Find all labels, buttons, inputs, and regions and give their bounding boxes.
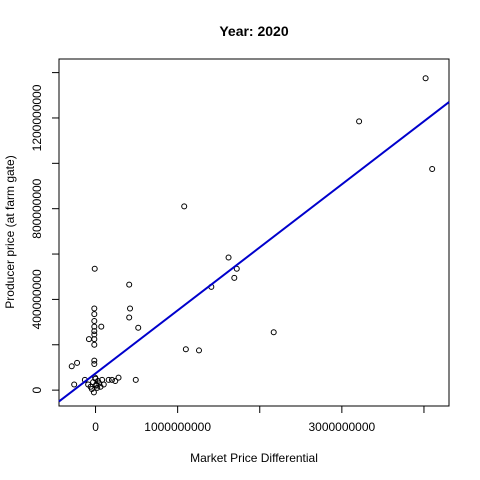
data-points xyxy=(68,75,436,396)
y-axis: 0 400000000 800000000 1200000000 xyxy=(30,72,60,393)
data-point xyxy=(231,274,238,281)
data-point xyxy=(195,347,202,354)
y-tick-label: 0 xyxy=(30,386,44,393)
data-point xyxy=(135,324,142,331)
data-point xyxy=(112,378,119,385)
data-point xyxy=(93,382,100,389)
data-point xyxy=(91,265,98,272)
data-point xyxy=(91,328,98,335)
y-tick-label: 1200000000 xyxy=(30,84,44,151)
data-point xyxy=(100,381,107,388)
regression-line xyxy=(58,101,450,403)
data-point xyxy=(90,389,97,396)
data-point xyxy=(126,281,133,288)
data-point xyxy=(429,165,436,172)
regression-line-group xyxy=(58,101,450,403)
data-point xyxy=(98,323,105,330)
data-point xyxy=(91,341,98,348)
x-axis: 0 1000000000 3000000000 xyxy=(92,405,425,434)
data-point xyxy=(115,374,122,381)
data-point xyxy=(92,375,99,382)
data-point xyxy=(91,317,98,324)
data-point xyxy=(68,363,75,370)
data-point xyxy=(127,305,134,312)
data-point xyxy=(132,376,139,383)
data-point xyxy=(91,305,98,312)
data-point xyxy=(181,203,188,210)
data-point xyxy=(91,311,98,318)
y-axis-label: Producer price (at farm gate) xyxy=(3,155,17,308)
y-tick-label: 400000000 xyxy=(30,269,44,329)
data-point xyxy=(91,361,98,368)
data-point xyxy=(105,376,112,383)
data-point xyxy=(270,329,277,336)
data-point xyxy=(108,376,115,383)
data-point xyxy=(85,336,92,343)
plot-frame xyxy=(58,58,450,407)
data-point xyxy=(74,359,81,366)
chart-title: Year: 2020 xyxy=(219,23,288,39)
data-point xyxy=(126,314,133,321)
data-point xyxy=(422,75,429,82)
x-tick-label: 0 xyxy=(92,420,99,434)
data-point xyxy=(233,265,240,272)
data-point xyxy=(71,381,78,388)
data-point xyxy=(91,357,98,364)
data-point xyxy=(225,254,232,261)
x-tick-label: 1000000000 xyxy=(144,420,211,434)
x-tick-label: 3000000000 xyxy=(308,420,375,434)
x-axis-label: Market Price Differential xyxy=(190,451,318,465)
data-point xyxy=(356,118,363,125)
y-tick-label: 800000000 xyxy=(30,178,44,238)
data-point xyxy=(182,346,189,353)
